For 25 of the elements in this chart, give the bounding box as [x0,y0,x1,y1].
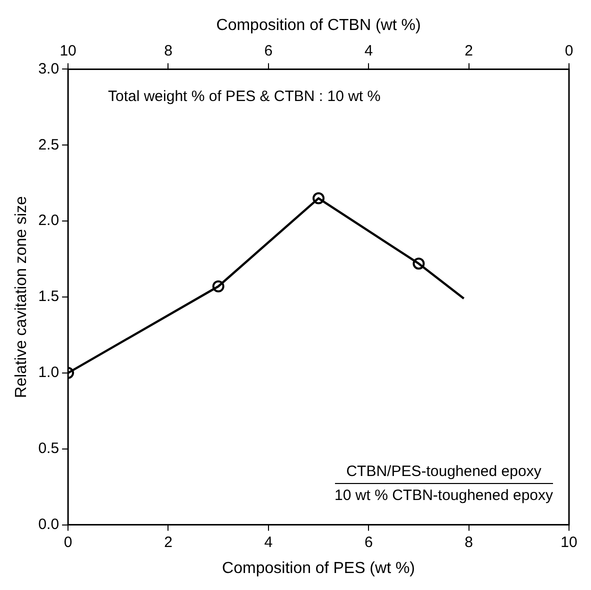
x-tick-label: 2 [164,534,172,551]
x2-tick-label: 6 [264,42,273,60]
x-tick-label: 8 [464,534,473,551]
x2-tick-label: 8 [164,42,172,60]
x-tick-label: 10 [560,534,578,551]
annotation: Total weight % of PES & CTBN : 10 wt % [108,88,381,105]
y-tick-label: 2.5 [38,136,60,154]
y-tick-label: 3.0 [38,60,60,78]
y-tick-label: 1.0 [38,364,60,382]
x2-tick-label: 0 [564,42,574,60]
x-tick-label: 6 [364,534,373,551]
x-tick-label: 4 [264,534,273,551]
x2-tick-label: 2 [464,42,473,60]
y-tick-label: 1.5 [38,288,60,306]
y-tick-label: 2.0 [38,212,60,230]
y-tick-label: 0.5 [38,440,60,458]
x2-tick-label: 4 [364,42,373,60]
annotation: CTBN/PES-toughened epoxy [345,463,542,482]
x2-tick-label: 10 [60,42,76,60]
x-tick-label: 0 [64,534,72,551]
annotation: 10 wt % CTBN-toughened epoxy [334,486,553,504]
x-axis-title: Composition of PES (wt %) [222,560,416,577]
x2-axis-title: Composition of CTBN (wt %) [216,17,421,34]
y-tick-label: 0.0 [38,516,60,533]
y-axis-title: Relative cavitation zone size [13,196,30,398]
